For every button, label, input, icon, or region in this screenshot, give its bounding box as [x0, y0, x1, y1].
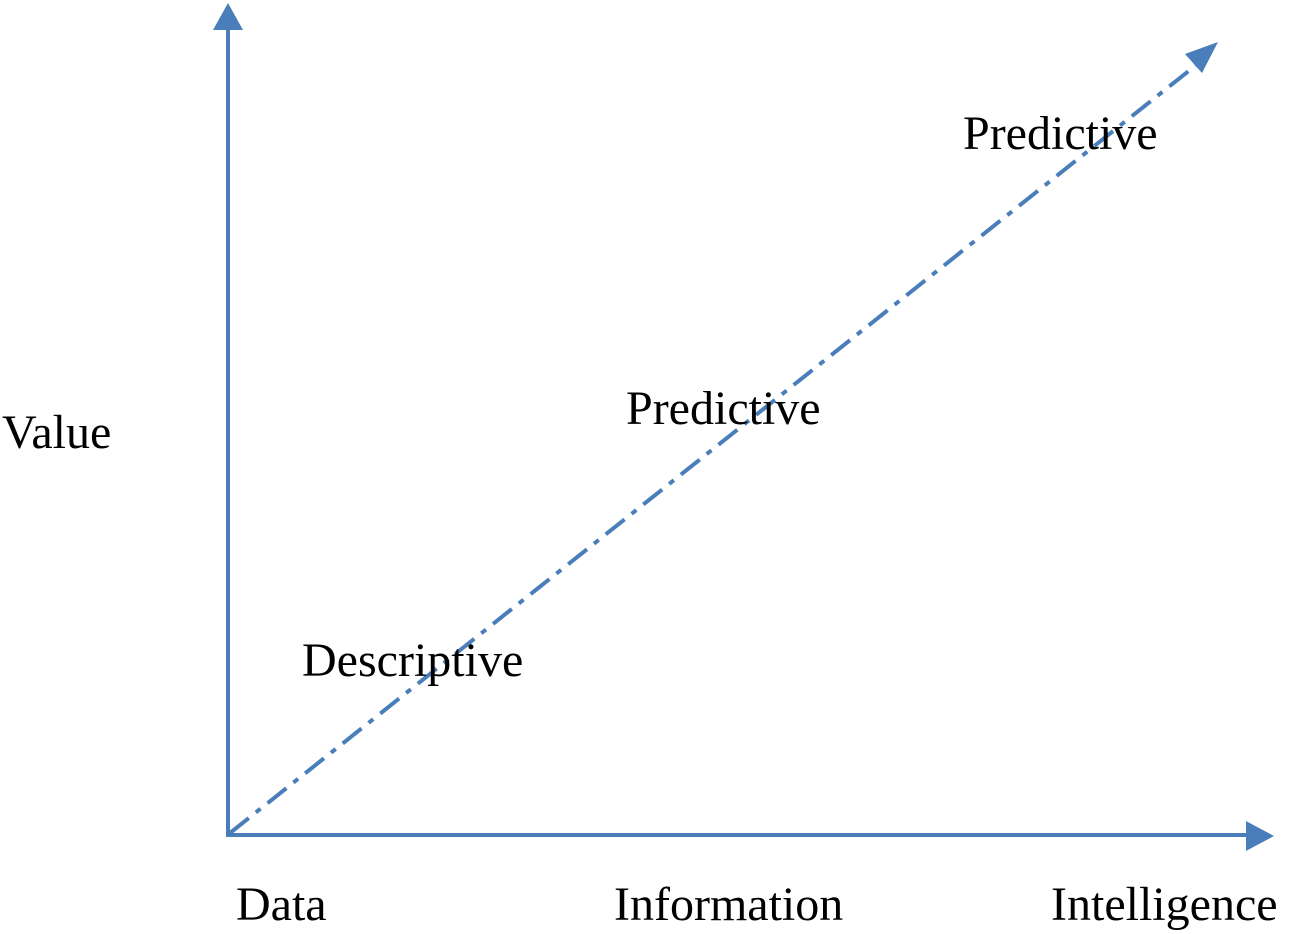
- trend-line-arrowhead: [1185, 42, 1218, 73]
- x-axis-label-information: Information: [614, 878, 844, 931]
- trend-line: [228, 60, 1202, 835]
- stage-label-descriptive: Descriptive: [302, 634, 524, 687]
- stage-label-predictive-middle: Predictive: [626, 382, 821, 435]
- stage-label-predictive-top: Predictive: [963, 107, 1158, 160]
- y-axis-label: Value: [2, 406, 112, 459]
- y-axis-arrowhead: [213, 3, 243, 30]
- x-axis-label-data: Data: [236, 878, 327, 931]
- x-axis-arrowhead: [1246, 821, 1274, 851]
- x-axis-label-intelligence: Intelligence: [1051, 878, 1278, 931]
